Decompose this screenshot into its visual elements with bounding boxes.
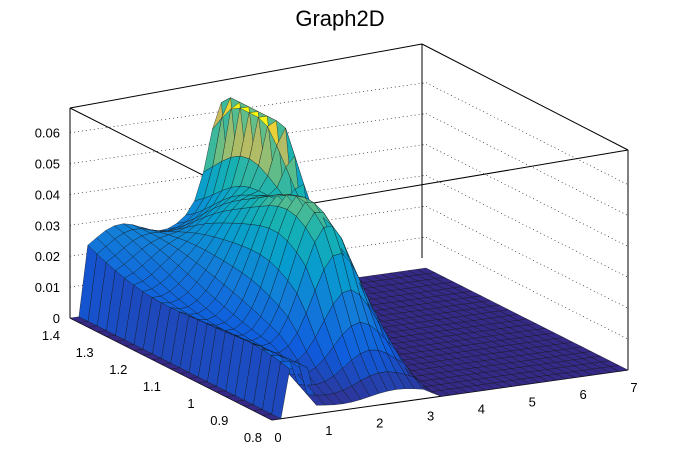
y-axis-ticks: 0.8 0.9 1 1.1 1.2 1.3 1.4 [42,328,262,445]
grid-line [425,236,629,340]
z-tick-label: 0 [53,311,60,326]
z-tick-label: 0.06 [35,126,60,141]
grid-line [425,82,629,185]
z-tick-label: 0.05 [35,157,60,172]
x-tick-label: 2 [376,416,383,431]
y-tick-label: 0.9 [210,413,228,428]
y-tick-label: 1 [187,396,194,411]
grid-line [425,113,629,216]
y-tick-label: 1.3 [76,345,94,360]
frame-edge [271,149,629,211]
x-axis-ticks: 0 1 2 3 4 5 6 7 [274,380,637,445]
x-tick-label: 7 [630,380,637,395]
x-tick-label: 1 [325,423,332,438]
x-tick-label: 3 [427,409,434,424]
grid-line [425,175,629,278]
frame-edge [421,43,629,151]
z-tick-label: 0.03 [35,218,60,233]
y-tick-label: 1.2 [109,362,127,377]
grid-lines [69,82,629,340]
surface-cell [609,365,629,372]
surface-plot [69,97,629,421]
z-tick-label: 0.01 [35,280,60,295]
grid-line [425,205,629,309]
chart-title: Graph2D [295,6,384,31]
x-tick-label: 0 [274,430,281,445]
z-axis-ticks: 0 0.01 0.02 0.03 0.04 0.05 0.06 [35,126,60,326]
y-tick-label: 0.8 [244,430,262,445]
x-tick-label: 5 [529,394,536,409]
frame-edge [69,43,423,109]
y-tick-label: 1.4 [42,328,60,343]
z-tick-label: 0.04 [35,187,60,202]
grid-line [425,144,629,247]
x-tick-label: 6 [580,387,587,402]
y-tick-label: 1.1 [143,379,161,394]
z-tick-label: 0.02 [35,249,60,264]
x-tick-label: 4 [478,401,485,416]
